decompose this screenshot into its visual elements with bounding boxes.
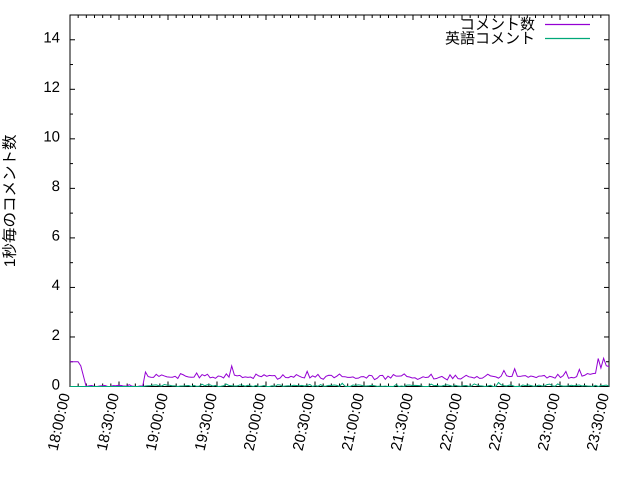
svg-text:2: 2 [52,327,60,344]
svg-text:0: 0 [52,376,60,393]
svg-text:10: 10 [43,129,60,146]
svg-text:14: 14 [43,30,60,47]
svg-text:12: 12 [43,79,60,96]
svg-text:6: 6 [52,228,60,245]
svg-text:8: 8 [52,178,60,195]
svg-text:英語コメント: 英語コメント [445,31,535,48]
svg-text:4: 4 [52,277,60,294]
svg-text:1秒毎のコメント数: 1秒毎のコメント数 [1,134,19,267]
